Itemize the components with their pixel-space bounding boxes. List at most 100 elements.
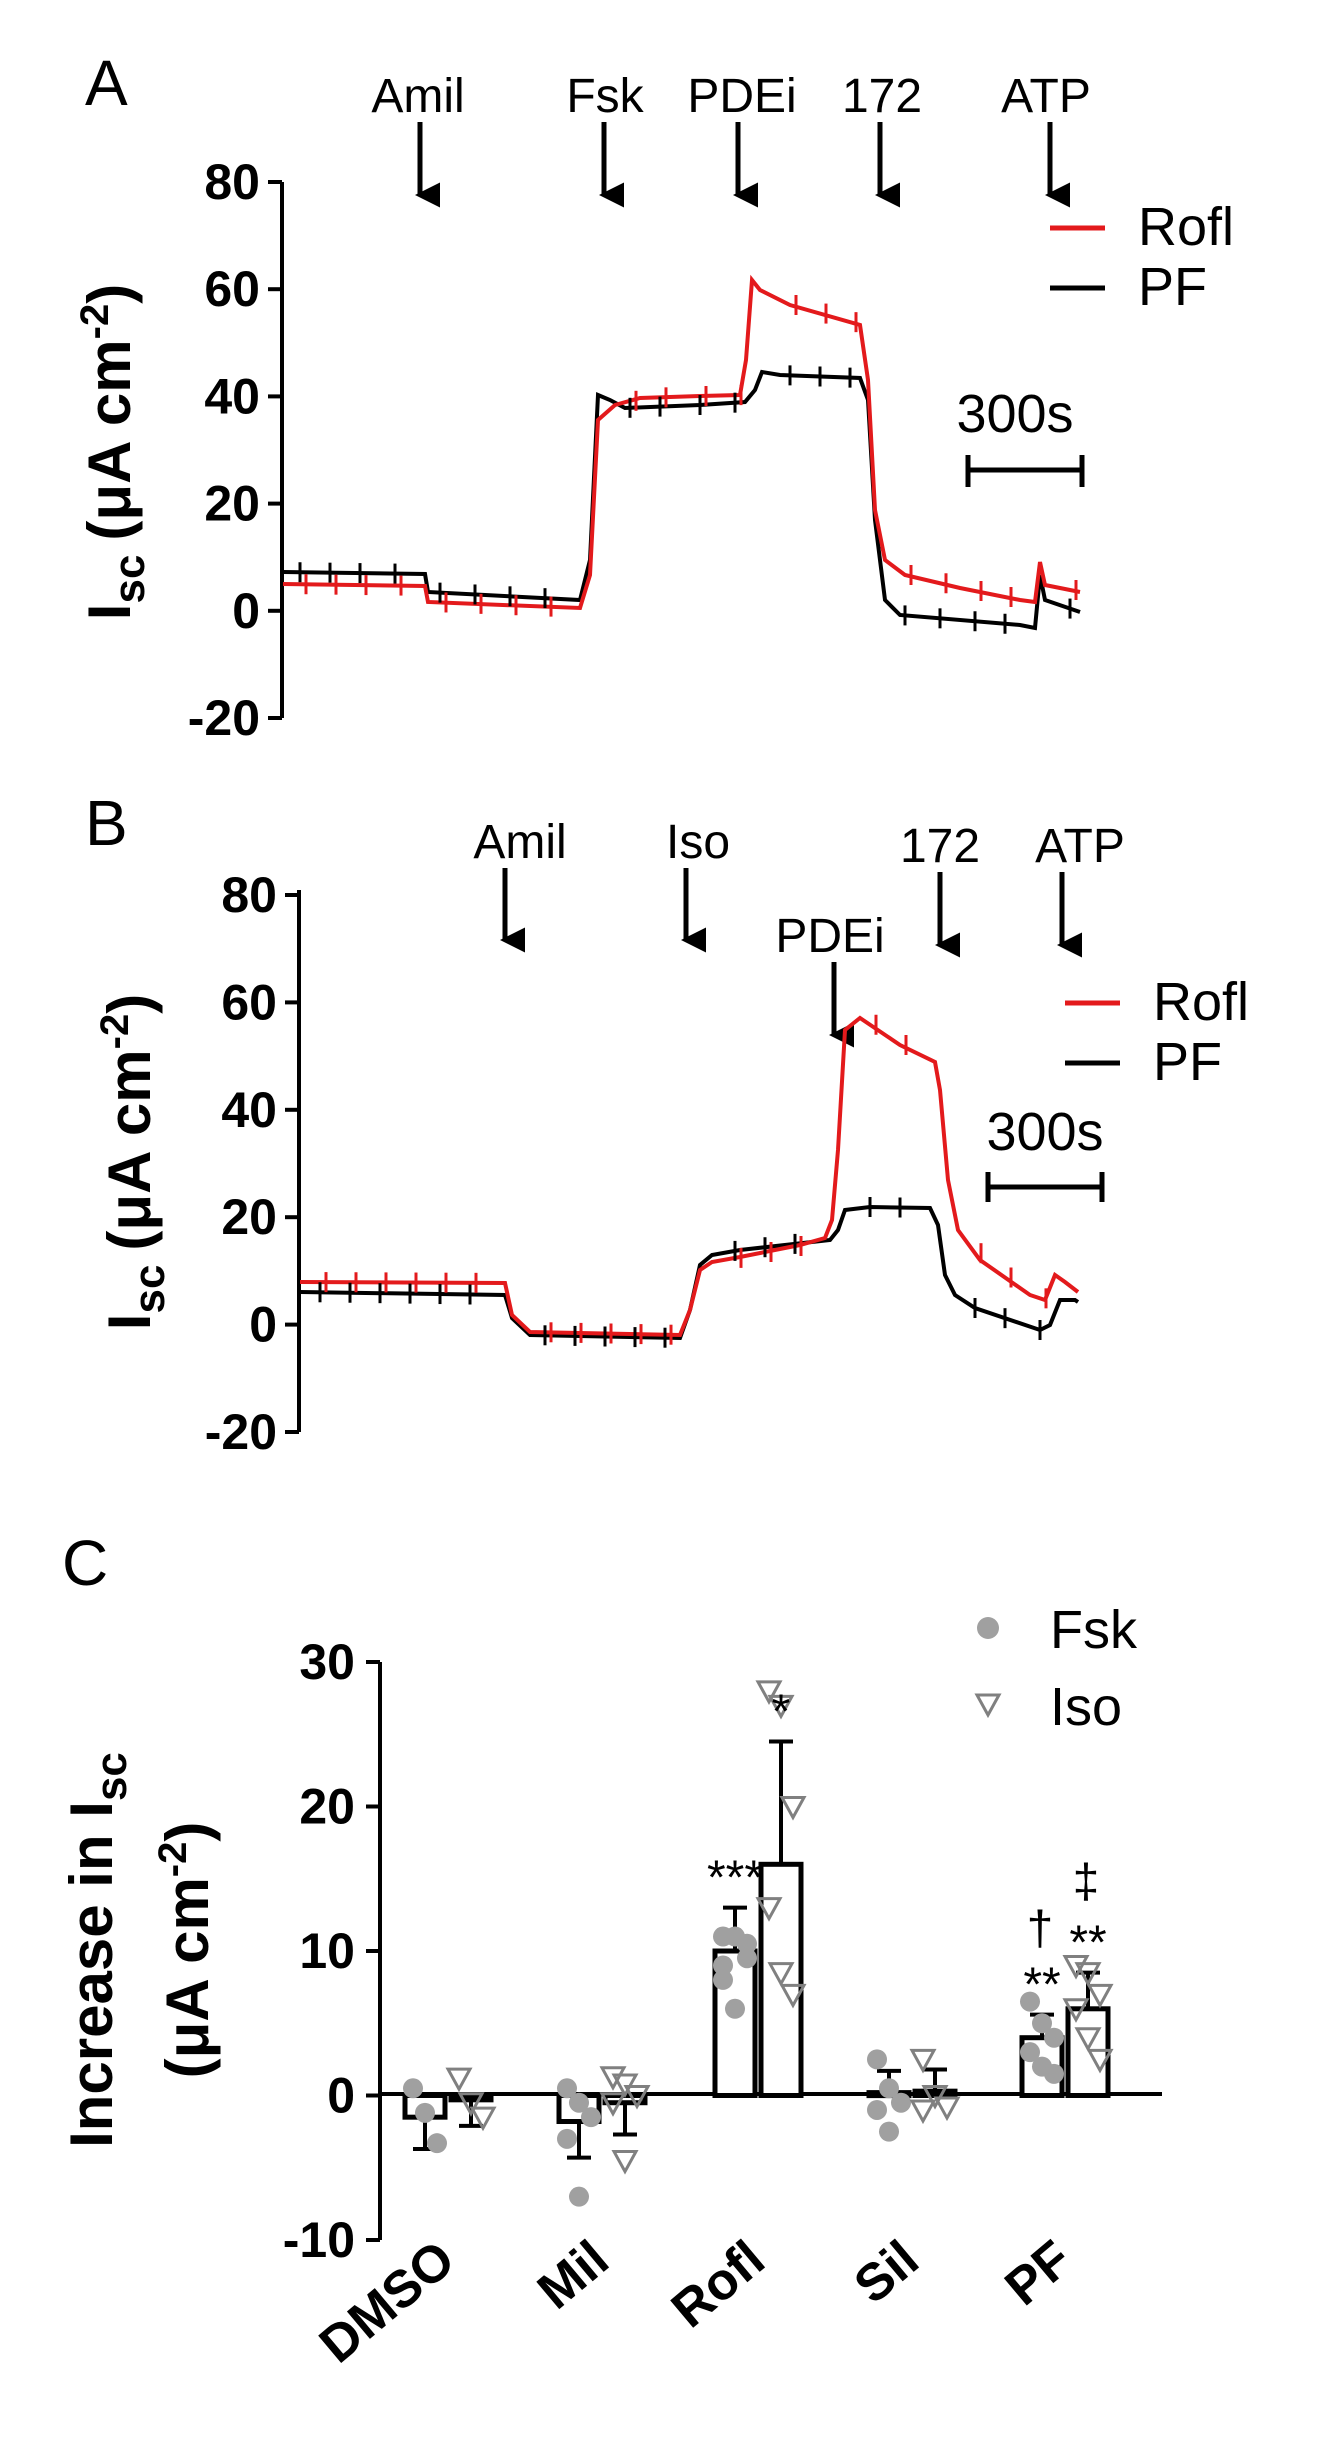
panel-b: B 80 60 40 20 0 -20 Isc(μA cm-2) Amil Iso PDE…	[85, 787, 1249, 1460]
bar-iso-sil	[912, 2088, 958, 2099]
point-fsk	[867, 2099, 887, 2120]
panel-c-y-label: Increase in Isc (μA cm-2)	[58, 1752, 221, 2148]
addition-label-pdei: PDEi	[775, 910, 884, 963]
point-fsk	[1020, 2042, 1040, 2063]
point-iso	[1074, 2027, 1102, 2052]
scale-bar-label: 300s	[986, 1102, 1103, 1162]
legend-label-pf: PF	[1138, 257, 1207, 317]
point-fsk	[713, 1926, 733, 1947]
x-label-pf: PF	[995, 2230, 1083, 2317]
panel-a-legend: Rofl PF	[1050, 197, 1234, 317]
panel-a: A 80 60 40 20 0 -20 Isc(μA cm-2) Amil Fsk PDE…	[73, 47, 1234, 746]
y-tick-label: 80	[221, 867, 277, 923]
point-iso	[599, 2092, 627, 2117]
panel-a-y-ticks: 80 60 40 20 0 -20	[188, 154, 282, 746]
legend-label-fsk: Fsk	[1050, 1600, 1138, 1660]
point-fsk	[569, 2092, 589, 2113]
point-fsk	[879, 2121, 899, 2142]
panel-a-trace-rofl	[282, 274, 1081, 611]
panel-b-trace-pf	[299, 1204, 1080, 1341]
panel-letter-b: B	[85, 787, 128, 859]
panel-c: C 30 20 10 0 -10 Increase in Isc (μA cm-2) *…	[58, 1527, 1162, 2374]
panel-c-points	[403, 1680, 1114, 2207]
panel-a-y-label: Isc(μA cm-2)	[73, 284, 154, 620]
x-label-mil: Mil	[527, 2230, 620, 2321]
legend-label-iso: Iso	[1050, 1677, 1122, 1737]
significance-label: **	[1069, 1917, 1106, 1970]
y-tick-label: 0	[232, 583, 260, 639]
point-iso	[767, 1694, 795, 1720]
panel-b-scale-bar: 300s	[985, 1102, 1105, 1202]
bar-iso-pf	[1065, 2006, 1111, 2099]
point-fsk	[879, 2078, 899, 2099]
panel-a-trace-ticks	[298, 295, 1078, 634]
point-fsk	[713, 1955, 733, 1976]
point-fsk	[725, 1998, 745, 2019]
panel-c-y-ticks: 30 20 10 0 -10	[283, 1634, 380, 2268]
panel-letter-a: A	[85, 47, 128, 119]
x-label-rofl: Rofl	[661, 2230, 776, 2339]
point-fsk	[1032, 2013, 1052, 2034]
svg-text:Isc(μA cm-2): Isc(μA cm-2)	[73, 284, 154, 620]
y-tick-label: 30	[299, 1634, 355, 1690]
point-fsk	[1044, 2063, 1064, 2084]
panel-c-significance: ********†‡	[707, 1685, 1107, 2011]
y-tick-label: 20	[221, 1189, 277, 1245]
point-fsk	[581, 2107, 601, 2128]
y-tick-label: 0	[249, 1297, 277, 1353]
point-iso	[445, 2067, 473, 2093]
panel-b-trace-ticks	[318, 1014, 1048, 1348]
panel-b-legend: Rofl PF	[1065, 972, 1249, 1092]
point-iso	[909, 2048, 937, 2074]
y-tick-label: 20	[204, 476, 260, 532]
scale-bar-label: 300s	[956, 384, 1073, 444]
y-tick-label: 20	[299, 1779, 355, 1835]
y-tick-label: 40	[221, 1082, 277, 1138]
point-fsk	[557, 2078, 577, 2099]
point-iso	[755, 1680, 783, 1706]
addition-label-amil: Amil	[371, 70, 464, 123]
dagger-mark: †	[1027, 1903, 1054, 1956]
double-dagger-mark: ‡	[1073, 1856, 1100, 1909]
point-iso	[1062, 1954, 1090, 1980]
panel-a-trace-pf	[282, 369, 1081, 631]
point-fsk	[557, 2128, 577, 2149]
significance-label: **	[1023, 1959, 1060, 2012]
panel-a-additions: Amil Fsk PDEi 172 ATP	[371, 70, 1091, 208]
point-iso	[599, 2066, 627, 2091]
panel-letter-c: C	[62, 1527, 108, 1599]
point-iso	[767, 1962, 795, 1987]
addition-label-pdei: PDEi	[687, 70, 796, 123]
legend-label-rofl: Rofl	[1138, 197, 1234, 257]
point-fsk	[737, 1948, 757, 1969]
y-tick-label: 60	[204, 261, 260, 317]
point-fsk	[403, 2078, 423, 2099]
y-tick-label: 10	[299, 1923, 355, 1979]
point-fsk	[415, 2102, 435, 2123]
point-iso	[457, 2092, 485, 2117]
point-iso	[1086, 1983, 1114, 2009]
svg-text:Isc(μA cm-2): Isc(μA cm-2)	[93, 994, 174, 1330]
panel-b-y-ticks: 80 60 40 20 0 -20	[205, 867, 299, 1460]
legend-marker-iso	[974, 1693, 1002, 1719]
y-tick-label: 40	[204, 368, 260, 424]
addition-label-atp: ATP	[1035, 820, 1125, 873]
panel-a-scale-bar: 300s	[956, 384, 1085, 487]
point-fsk	[867, 2049, 887, 2070]
point-iso	[623, 2085, 651, 2110]
addition-label-172: 172	[900, 820, 980, 873]
point-iso	[1086, 2048, 1114, 2074]
y-tick-label: -10	[283, 2212, 355, 2268]
point-iso	[909, 2099, 937, 2125]
svg-text:Increase in Isc: Increase in Isc	[58, 1752, 136, 2148]
addition-label-amil: Amil	[473, 816, 566, 869]
significance-label: *	[772, 1685, 791, 1738]
point-iso	[611, 2150, 639, 2175]
point-iso	[611, 2073, 639, 2099]
point-fsk	[1044, 2027, 1064, 2048]
point-fsk	[891, 2092, 911, 2113]
addition-label-172: 172	[842, 70, 922, 123]
point-fsk	[737, 1933, 757, 1954]
y-tick-label: 80	[204, 154, 260, 210]
